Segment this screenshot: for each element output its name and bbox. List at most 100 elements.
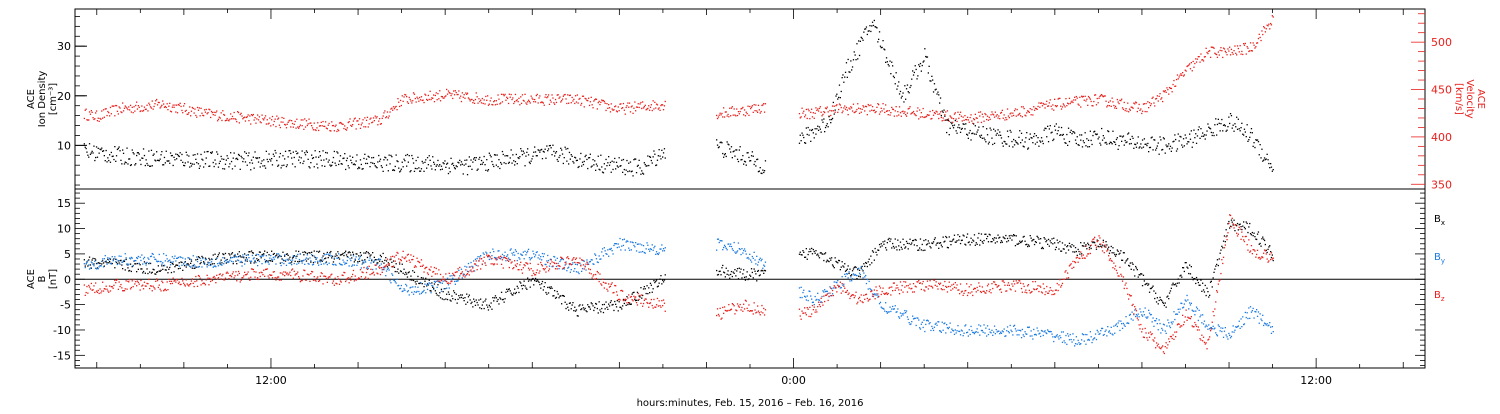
density-point bbox=[742, 155, 743, 156]
by-point bbox=[84, 263, 85, 264]
by-point bbox=[351, 266, 352, 267]
by-point bbox=[396, 279, 397, 280]
velocity-point bbox=[349, 121, 350, 122]
velocity-point bbox=[629, 103, 630, 104]
bx-point bbox=[1271, 257, 1272, 258]
bx-point bbox=[329, 255, 330, 256]
density-point bbox=[760, 167, 761, 168]
velocity-point bbox=[509, 94, 510, 95]
by-point bbox=[248, 257, 249, 258]
density-point bbox=[173, 165, 174, 166]
bx-point bbox=[1109, 253, 1110, 254]
velocity-point bbox=[494, 100, 495, 101]
velocity-point bbox=[851, 107, 852, 108]
by-point bbox=[1022, 329, 1023, 330]
by-point bbox=[389, 269, 390, 270]
bx-point bbox=[1133, 269, 1134, 270]
density-point bbox=[658, 155, 659, 156]
velocity-point bbox=[163, 103, 164, 104]
velocity-point bbox=[241, 113, 242, 114]
velocity-point bbox=[201, 113, 202, 114]
density-point bbox=[287, 164, 288, 165]
bx-point bbox=[620, 307, 621, 308]
velocity-point bbox=[1072, 102, 1073, 103]
velocity-point bbox=[1075, 99, 1076, 100]
velocity-point bbox=[283, 118, 284, 119]
velocity-point bbox=[1012, 113, 1013, 114]
bx-point bbox=[742, 273, 743, 274]
velocity-point bbox=[588, 98, 589, 99]
velocity-point bbox=[366, 120, 367, 121]
bx-point bbox=[950, 241, 951, 242]
bx-point bbox=[1220, 253, 1221, 254]
density-point bbox=[1040, 141, 1041, 142]
density-point bbox=[150, 166, 151, 167]
velocity-point bbox=[593, 100, 594, 101]
bx-point bbox=[973, 240, 974, 241]
velocity-point bbox=[565, 94, 566, 95]
velocity-point bbox=[1246, 53, 1247, 54]
by-point bbox=[858, 268, 859, 269]
bx-point bbox=[565, 308, 566, 309]
bx-point bbox=[540, 288, 541, 289]
density-point bbox=[290, 153, 291, 154]
bx-point bbox=[1061, 251, 1062, 252]
bx-point bbox=[396, 271, 397, 272]
velocity-point bbox=[1159, 93, 1160, 94]
velocity-point bbox=[1202, 59, 1203, 60]
velocity-point bbox=[92, 112, 93, 113]
bx-point bbox=[288, 255, 289, 256]
bx-point bbox=[424, 281, 425, 282]
velocity-point bbox=[828, 111, 829, 112]
by-point bbox=[504, 252, 505, 253]
velocity-point bbox=[521, 103, 522, 104]
density-point bbox=[468, 166, 469, 167]
by-point bbox=[325, 262, 326, 263]
velocity-point bbox=[1149, 102, 1150, 103]
density-point bbox=[837, 98, 838, 99]
bx-point bbox=[447, 299, 448, 300]
velocity-point bbox=[412, 100, 413, 101]
velocity-point bbox=[308, 123, 309, 124]
density-point bbox=[902, 92, 903, 93]
bx-point bbox=[171, 272, 172, 273]
by-point bbox=[1037, 330, 1038, 331]
density-point bbox=[217, 154, 218, 155]
by-point bbox=[87, 260, 88, 261]
bx-point bbox=[730, 274, 731, 275]
by-point bbox=[925, 324, 926, 325]
bx-point bbox=[1190, 273, 1191, 274]
density-point bbox=[1097, 134, 1098, 135]
bx-point bbox=[908, 248, 909, 249]
by-point bbox=[819, 300, 820, 301]
density-point bbox=[134, 164, 135, 165]
density-point bbox=[426, 168, 427, 169]
bx-point bbox=[1050, 240, 1051, 241]
by-point bbox=[116, 259, 117, 260]
velocity-point bbox=[560, 101, 561, 102]
velocity-point bbox=[481, 102, 482, 103]
bx-point bbox=[337, 251, 338, 252]
velocity-point bbox=[349, 118, 350, 119]
bx-point bbox=[1113, 252, 1114, 253]
velocity-point bbox=[133, 106, 134, 107]
density-point bbox=[907, 84, 908, 85]
bx-point bbox=[925, 239, 926, 240]
velocity-point bbox=[256, 118, 257, 119]
velocity-point bbox=[94, 118, 95, 119]
velocity-point bbox=[763, 103, 764, 104]
density-point bbox=[643, 173, 644, 174]
density-point bbox=[914, 72, 915, 73]
density-point bbox=[1057, 133, 1058, 134]
velocity-point bbox=[1045, 104, 1046, 105]
bx-point bbox=[949, 236, 950, 237]
density-point bbox=[1206, 134, 1207, 135]
by-point bbox=[895, 305, 896, 306]
by-point bbox=[989, 329, 990, 330]
bx-point bbox=[902, 249, 903, 250]
by-point bbox=[726, 248, 727, 249]
by-point bbox=[126, 263, 127, 264]
by-point bbox=[513, 252, 514, 253]
velocity-point bbox=[718, 116, 719, 117]
by-point bbox=[117, 264, 118, 265]
